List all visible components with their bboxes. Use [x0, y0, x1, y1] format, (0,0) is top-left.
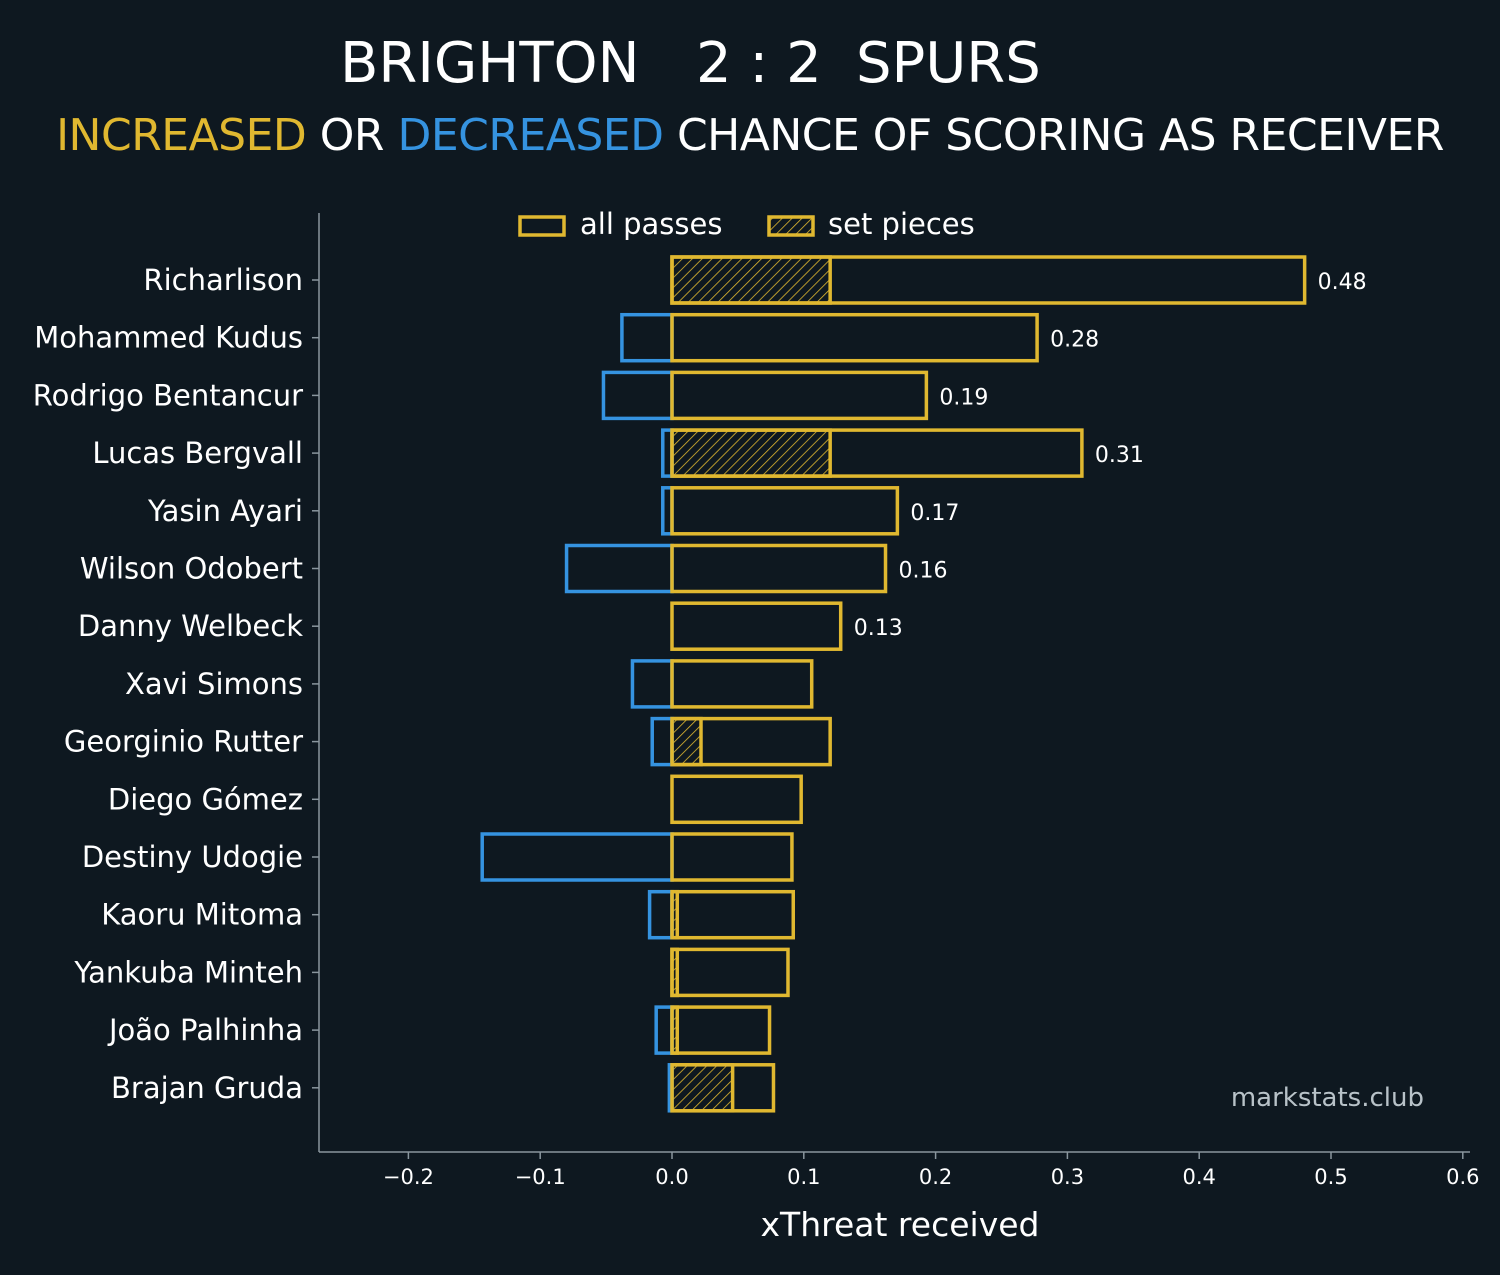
axes-group: −0.2 −0.1 0.0 0.1 0.2 0.3 0.4 0.5 0.6 Richarlison…: [33, 213, 1480, 1189]
player-label-destiny-udogie: Destiny Udogie: [82, 840, 303, 874]
bar-increased-danny-welbeck: [670, 601, 843, 651]
legend-label-all-passes: all passes: [580, 207, 722, 241]
legend-label-set-pieces: set pieces: [828, 207, 975, 241]
match-score: 2 : 2: [696, 31, 822, 96]
x-tick-label: 0.1: [787, 1165, 820, 1189]
bar-increased-diego-gomez: [670, 774, 803, 825]
bar-decreased-kaoru-mitoma: [647, 889, 674, 940]
player-label-kaoru-mitoma: Kaoru Mitoma: [101, 898, 303, 932]
x-tick-label: 0.4: [1182, 1165, 1215, 1189]
bar-decreased-xavi-simons: [630, 659, 674, 709]
player-label-danny-welbeck: Danny Welbeck: [78, 609, 303, 643]
subtitle-increased: INCREASED: [56, 110, 307, 161]
bar-set-piece-georginio-rutter: [670, 716, 703, 767]
bar-increased-rodrigo-bentancur: [670, 370, 929, 421]
subtitle-decreased: DECREASED: [397, 110, 664, 161]
player-label-yasin-ayari: Yasin Ayari: [147, 494, 303, 528]
legend-swatch-all-passes: [518, 215, 566, 237]
bar-increased-joao-palhinha: [670, 1005, 772, 1055]
x-tick-label: −0.1: [515, 1165, 566, 1189]
player-label-georginio-rutter: Georginio Rutter: [64, 725, 303, 759]
x-tick-label: 0.3: [1051, 1165, 1084, 1189]
bar-increased-xavi-simons: [670, 659, 814, 709]
bars-group: 0.48 0.28 0.19 0.31 0.17 0.16 0.13: [480, 255, 1367, 1113]
player-label-joao-palhinha: João Palhinha: [107, 1013, 303, 1047]
away-team-name: SPURS: [856, 31, 1041, 96]
value-label-danny-welbeck: 0.13: [854, 616, 903, 641]
bar-increased-brajan-gruda: [670, 1063, 776, 1113]
bar-decreased-destiny-udogie: [480, 832, 674, 882]
player-label-mohammed-kudus: Mohammed Kudus: [34, 321, 303, 355]
x-axis-title: xThreat received: [761, 1205, 1040, 1244]
player-label-yankuba-minteh: Yankuba Minteh: [73, 955, 303, 989]
bar-increased-richarlison: [670, 255, 1307, 305]
bar-decreased-joao-palhinha: [654, 1005, 674, 1055]
bar-increased-yankuba-minteh: [670, 947, 790, 998]
legend: all passes set pieces: [518, 207, 975, 241]
x-tick-label: −0.2: [383, 1165, 434, 1189]
value-label-yasin-ayari: 0.17: [910, 501, 959, 526]
bar-decreased-wilson-odobert: [564, 543, 674, 594]
bar-increased-yasin-ayari: [670, 486, 900, 536]
x-tick-label: 0.6: [1446, 1165, 1479, 1189]
bar-increased-lucas-bergvall: [670, 428, 1084, 478]
player-label-brajan-gruda: Brajan Gruda: [111, 1071, 303, 1105]
bar-decreased-mohammed-kudus: [620, 312, 674, 363]
player-label-lucas-bergvall: Lucas Bergvall: [92, 436, 303, 470]
bar-set-piece-lucas-bergvall: [670, 428, 832, 478]
home-team-name: BRIGHTON: [340, 31, 640, 96]
player-label-diego-gomez: Diego Gómez: [108, 782, 303, 816]
bar-set-piece-brajan-gruda: [670, 1063, 735, 1113]
subtitle-or: OR: [306, 110, 398, 161]
subtitle-rest: CHANCE OF SCORING AS RECEIVER: [663, 110, 1444, 161]
bar-increased-georginio-rutter: [670, 716, 832, 767]
value-label-lucas-bergvall: 0.31: [1095, 443, 1144, 468]
bar-increased-wilson-odobert: [670, 543, 888, 594]
player-label-xavi-simons: Xavi Simons: [125, 667, 303, 701]
value-label-richarlison: 0.48: [1318, 270, 1367, 295]
x-tick-label: 0.5: [1314, 1165, 1347, 1189]
x-tick-label: 0.0: [655, 1165, 688, 1189]
bar-increased-destiny-udogie: [670, 832, 794, 882]
value-label-wilson-odobert: 0.16: [899, 559, 948, 584]
x-tick-label: 0.2: [919, 1165, 952, 1189]
bar-decreased-rodrigo-bentancur: [601, 370, 674, 421]
player-label-rodrigo-bentancur: Rodrigo Bentancur: [33, 378, 303, 412]
bar-increased-kaoru-mitoma: [670, 889, 796, 940]
value-label-rodrigo-bentancur: 0.19: [939, 385, 988, 410]
chart-subtitle: INCREASED OR DECREASED CHANCE OF SCORING…: [0, 108, 1500, 164]
bar-increased-mohammed-kudus: [670, 312, 1039, 363]
bar-decreased-georginio-rutter: [650, 716, 674, 767]
bar-set-piece-richarlison: [670, 255, 832, 305]
legend-swatch-set-pieces: [767, 215, 815, 237]
match-title: BRIGHTON 2 : 2 SPURS: [0, 26, 1500, 106]
value-label-mohammed-kudus: 0.28: [1050, 328, 1099, 353]
credit-watermark: markstats.club: [1231, 1083, 1424, 1113]
player-label-wilson-odobert: Wilson Odobert: [80, 552, 303, 586]
player-label-richarlison: Richarlison: [143, 263, 303, 297]
